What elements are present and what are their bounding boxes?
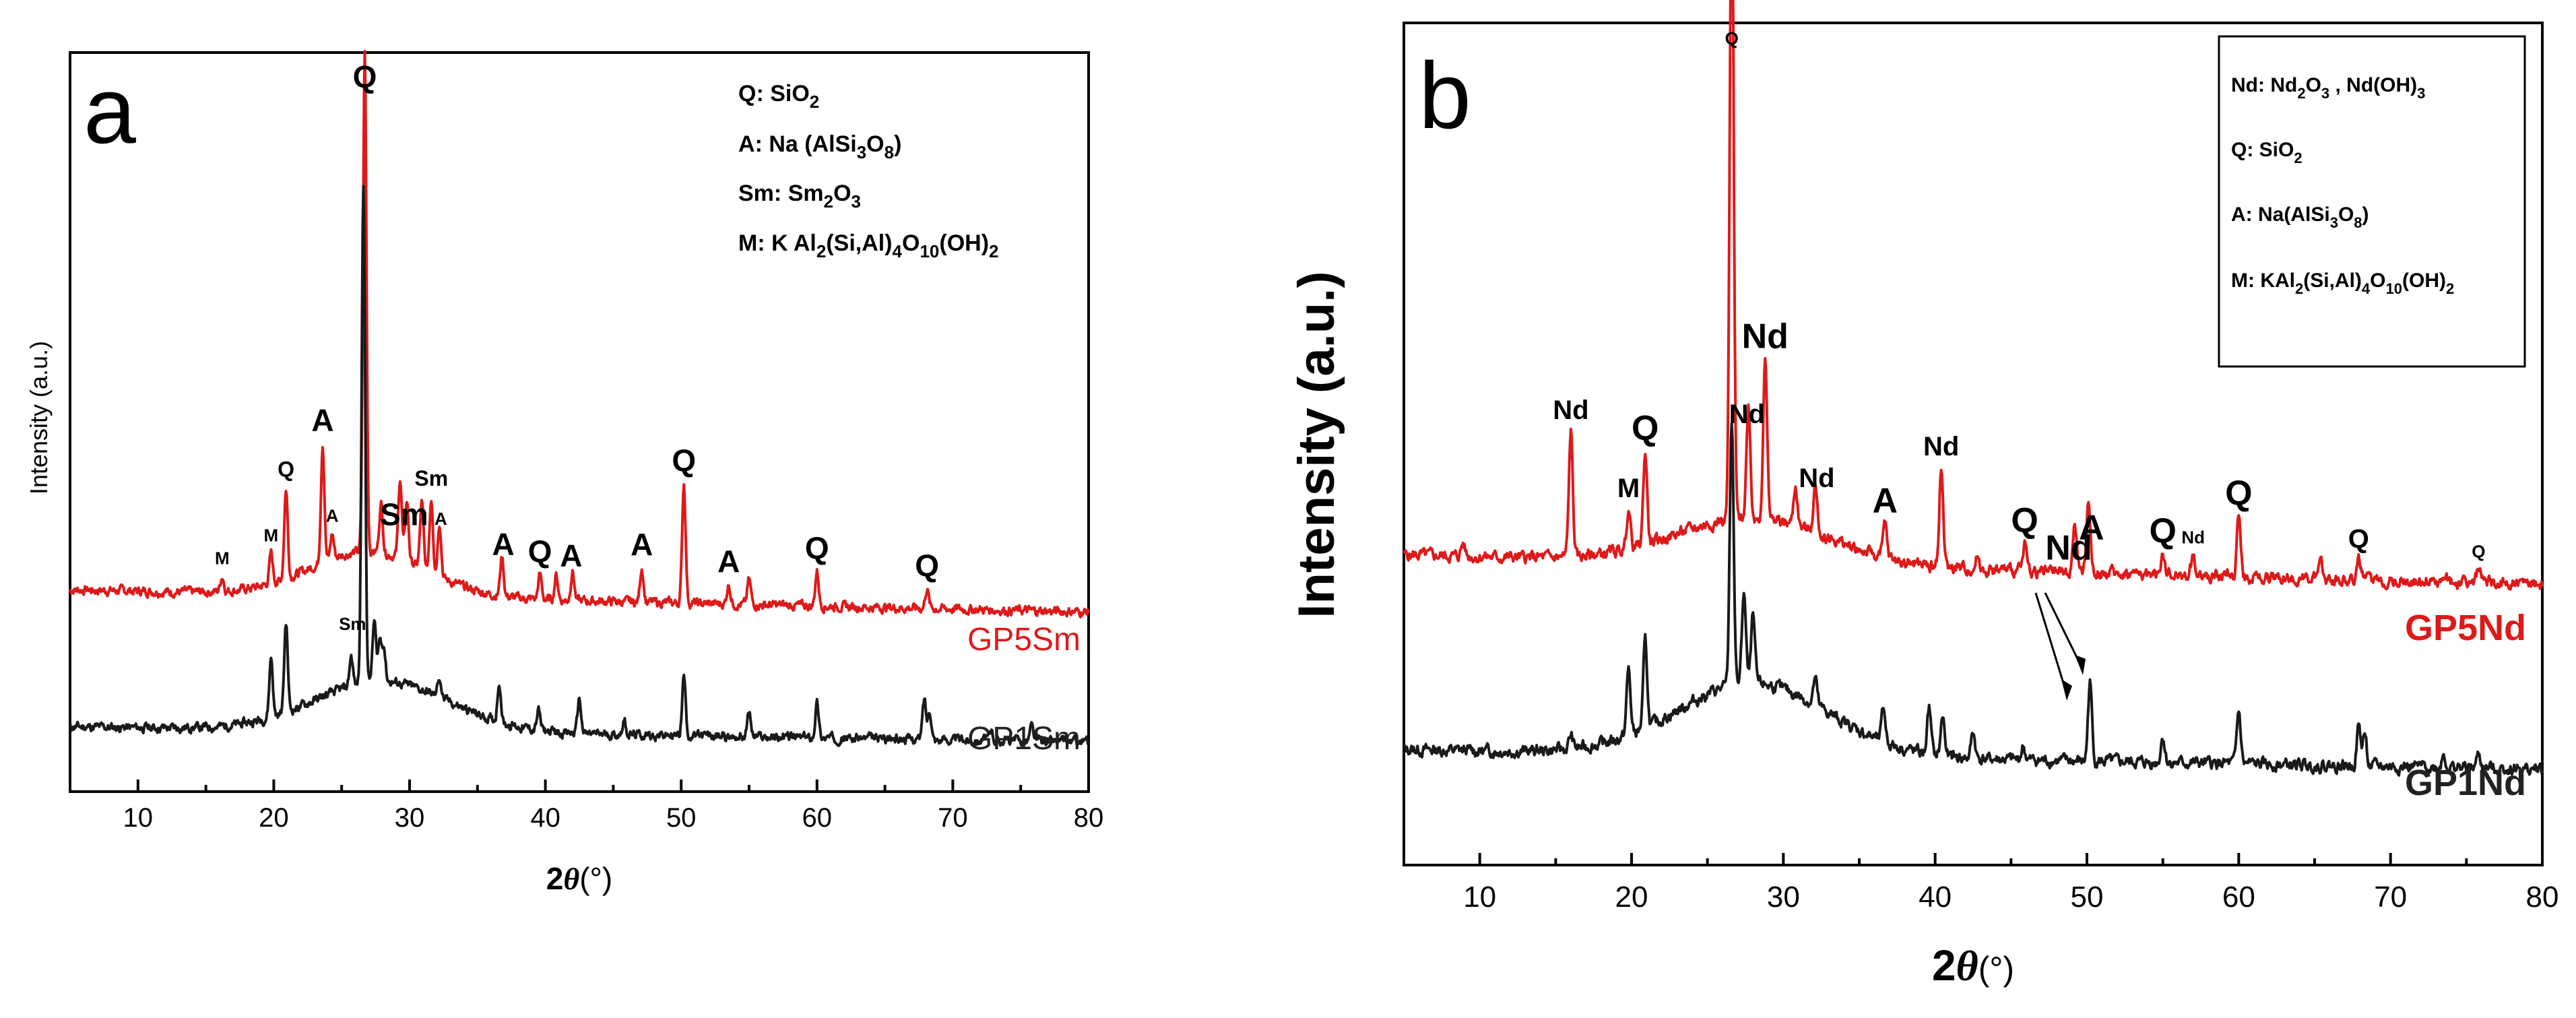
- panel-a-y-label: Intensity (a.u.): [25, 341, 53, 495]
- peak-label: M: [215, 548, 230, 568]
- x-tick-label: 70: [2374, 881, 2407, 914]
- peak-label: Q: [2348, 524, 2369, 554]
- peak-label: M: [1617, 474, 1640, 503]
- peak-label: Q: [278, 457, 294, 481]
- peak-label: A: [717, 544, 740, 579]
- legend-b-m: M: KAl2(Si,Al)4O10(OH)2: [2231, 269, 2454, 297]
- legend-b-q: Q: SiO2: [2231, 139, 2303, 166]
- x-tick-label: 30: [395, 803, 425, 833]
- panel-b-legend-box: [2218, 35, 2526, 368]
- peak-label: Nd: [2045, 529, 2092, 568]
- series-name-gp5sm: GP5Sm: [967, 622, 1081, 658]
- peak-label: Q: [1725, 28, 1739, 49]
- peak-label: Sm: [414, 466, 448, 490]
- panel-a-frame: [69, 51, 1090, 793]
- legend-a-a: A: Na (AlSi3O8): [738, 131, 901, 162]
- peak-label: Q: [1632, 409, 1659, 448]
- peak-label: Q: [2149, 511, 2176, 550]
- series-name-gp5nd: GP5Nd: [2405, 608, 2526, 648]
- peak-label: Q: [672, 443, 696, 478]
- series-name-gp1sm: GP1Sm: [967, 721, 1081, 757]
- peak-label: Nd: [1742, 317, 1789, 356]
- peak-label: A: [1873, 481, 1898, 520]
- x-tick-label: 70: [938, 803, 968, 833]
- panel-b-legend: Nd: Nd2O3 , Nd(OH)3 Q: SiO2 A: Na(AlSi3O…: [2218, 35, 2526, 368]
- peak-label: Q: [528, 534, 552, 569]
- panel-a-letter: a: [84, 57, 136, 163]
- x-tick-label: 10: [123, 803, 154, 833]
- series-line-gp5sm: [69, 50, 1090, 618]
- peak-label: Nd: [2181, 527, 2205, 547]
- peak-label: Q: [353, 59, 377, 94]
- peak-label: Sm: [380, 497, 428, 532]
- x-tick-label: 50: [666, 803, 697, 833]
- peak-label: Nd: [1799, 464, 1834, 493]
- legend-b-a: A: Na(AlSi3O8): [2231, 203, 2369, 231]
- x-tick-label: 60: [802, 803, 833, 833]
- peak-label: Nd: [1729, 400, 1765, 429]
- legend-a-sm: Sm: Sm2O3: [738, 181, 861, 212]
- panel-b-nd-arrows: [2034, 592, 2086, 701]
- x-tick-label: 20: [1615, 881, 1648, 914]
- series-line-gp1nd: [1403, 422, 2544, 777]
- panel-a-x-ticks: 10 20 30 40 50 60 70 80: [69, 780, 1104, 833]
- series-line-gp5nd: [1403, 0, 2544, 591]
- x-tick-label: 40: [530, 803, 560, 833]
- series-name-gp1nd: GP1Nd: [2405, 763, 2526, 803]
- panel-b-letter: b: [1419, 42, 1471, 148]
- peak-label: Q: [805, 531, 829, 566]
- panel-a-series-names: GP5Sm GP1Sm: [967, 622, 1081, 757]
- x-tick-label: 30: [1767, 881, 1800, 914]
- peak-label: A: [311, 402, 333, 437]
- peak-label: A: [434, 509, 447, 529]
- x-tick-label: 80: [2526, 881, 2559, 914]
- panel-a-legend: Q: SiO2 A: Na (AlSi3O8) Sm: Sm2O3 M: K A…: [738, 81, 999, 261]
- peak-label: M: [264, 525, 279, 545]
- panel-b-series: [1403, 0, 2544, 777]
- x-tick-label: 60: [2222, 881, 2255, 914]
- peak-label: A: [560, 538, 582, 573]
- legend-a-m: M: K Al2(Si,Al)4O10(OH)2: [738, 230, 999, 261]
- peak-label: A: [631, 527, 653, 562]
- panel-a-series: [69, 50, 1090, 747]
- peak-label: Q: [915, 548, 939, 583]
- panel-b-x-ticks: 10 20 30 40 50 60 70 80: [1403, 853, 2559, 914]
- peak-label: Nd: [1553, 395, 1588, 425]
- peak-label: A: [326, 505, 339, 526]
- x-tick-label: 10: [1463, 881, 1496, 914]
- peak-label: Q: [2011, 501, 2038, 540]
- legend-b-nd: Nd: Nd2O3 , Nd(OH)3: [2231, 74, 2425, 102]
- x-tick-label: 80: [1074, 803, 1104, 833]
- panel-a-x-label: 2θ(°): [546, 861, 613, 896]
- panel-b-x-label: 2θ(°): [1932, 941, 2014, 990]
- legend-a-q: Q: SiO2: [738, 81, 819, 112]
- peak-label: A: [492, 526, 514, 561]
- peak-label: A: [2079, 509, 2104, 548]
- peak-label: Sm: [339, 614, 366, 634]
- panel-b-series-names: GP5Nd GP1Nd: [2405, 608, 2526, 803]
- panel-b-frame: [1403, 22, 2544, 866]
- panel-b-y-label: Intensity (a.u.): [1288, 271, 1345, 618]
- peak-label: Q: [2472, 541, 2485, 561]
- peak-label: Q: [2225, 474, 2252, 513]
- series-line-gp1sm: [69, 185, 1090, 747]
- x-tick-label: 40: [1919, 881, 1952, 914]
- x-tick-label: 20: [259, 803, 289, 833]
- x-tick-label: 50: [2071, 881, 2104, 914]
- peak-label: Nd: [1923, 432, 1959, 462]
